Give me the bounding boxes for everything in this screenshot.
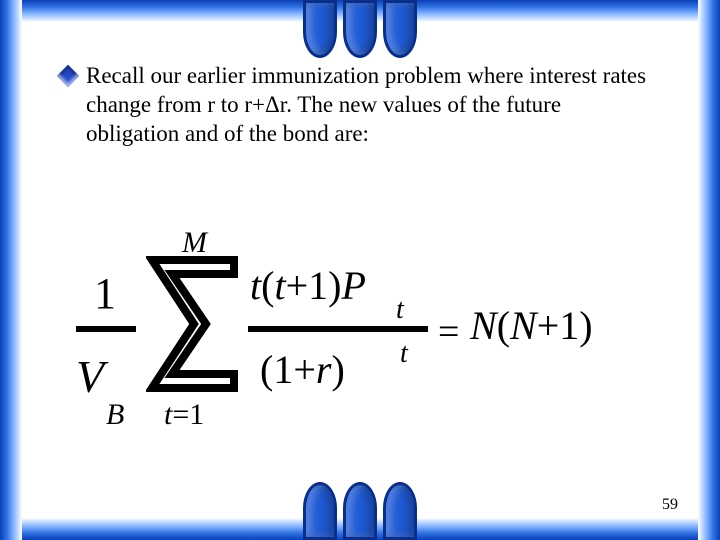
page-number: 59 [662,496,678,514]
eq-lhs-numerator: 1 [94,268,116,319]
eq-rhs: N(N+1) [470,302,593,349]
slide-content: Recall our earlier immunization problem … [60,62,660,500]
eq-lhs-denom-var: V [76,350,104,403]
eq-summand-num-subscript: t [396,294,404,326]
eq-sum-lower: t=1 [164,398,204,432]
eq-summand-fraction-bar [248,326,428,332]
sigma-icon [146,254,240,394]
eq-summand-denominator: (1+r) [260,346,345,393]
top-bars-group [303,0,417,58]
bullet-text: Recall our earlier immunization problem … [86,62,660,148]
eq-lhs-fraction-bar [76,326,136,332]
eq-summand-fraction: t(t+1)P t (1+r) t [248,222,438,442]
decor-bar [343,0,377,58]
frame-border-right [698,0,720,540]
eq-lhs-denom-sub: B [106,398,124,432]
eq-summand-numerator: t(t+1)P [250,262,366,309]
bullet-row: Recall our earlier immunization problem … [60,62,660,148]
frame-border-left [0,0,22,540]
eq-summand-denom-exponent: t [400,338,408,370]
eq-sum-lower-text: =1 [172,398,204,431]
diamond-bullet-icon [57,65,80,88]
eq-equals: = [438,310,459,354]
equation: 1 V B M t=1 t(t+1)P t (1+r) t = [72,222,632,442]
eq-lhs-fraction: 1 V B [72,222,142,442]
eq-summation: M t=1 [146,222,246,442]
decor-bar [303,0,337,58]
decor-bar [383,0,417,58]
